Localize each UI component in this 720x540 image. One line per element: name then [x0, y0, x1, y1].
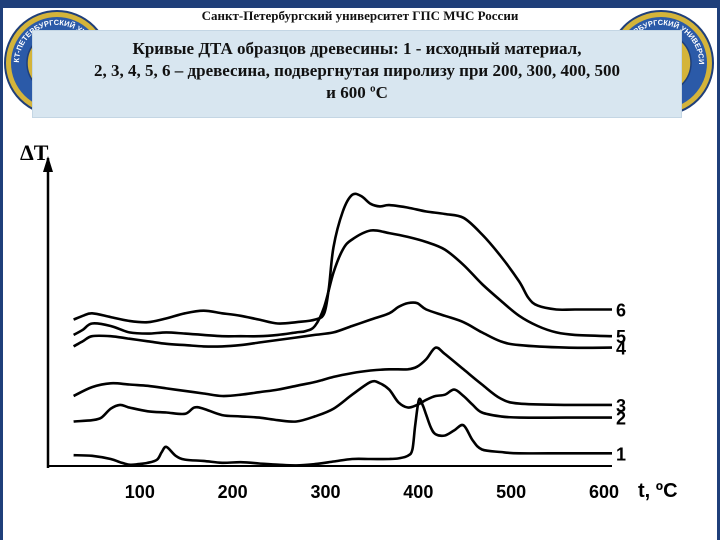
x-tick-label: 300: [310, 482, 340, 502]
curve-label-5: 5: [616, 327, 626, 347]
dta-curve-5: [72, 228, 613, 338]
curve-label-2: 2: [616, 409, 626, 429]
curve-number-labels: 1 23 45 6: [616, 300, 626, 464]
title-box: [32, 30, 682, 118]
slide-title: Кривые ДТА образцов древесины: 1 - исход…: [94, 39, 620, 102]
dta-curve-2: [73, 379, 612, 423]
x-tick-labels: 100 200 300 400 500 600: [125, 482, 619, 502]
institution-header: Санкт-Петербургский университет ГПС МЧС …: [201, 8, 519, 23]
dta-curve-6: [73, 192, 612, 325]
dta-curve-3: [73, 346, 613, 407]
dta-curves: [72, 192, 613, 467]
curve-label-3: 3: [616, 396, 626, 416]
dta-curve-1: [73, 397, 612, 467]
y-axis-arrow: [43, 156, 53, 172]
left-border: [0, 0, 3, 540]
curve-label-6: 6: [616, 300, 626, 320]
x-tick-label: 500: [496, 482, 526, 502]
y-axis-label: ΔT: [20, 140, 49, 165]
x-tick-label: 400: [403, 482, 433, 502]
top-border: [0, 0, 720, 8]
x-tick-label: 200: [218, 482, 248, 502]
x-axis-label: t, ºC: [638, 480, 678, 502]
dta-curve-4: [72, 301, 613, 350]
right-border: [717, 0, 720, 540]
curve-label-1: 1: [616, 444, 626, 464]
curve-label-4: 4: [616, 339, 626, 359]
x-tick-label: 600: [589, 482, 619, 502]
x-tick-label: 100: [125, 482, 155, 502]
